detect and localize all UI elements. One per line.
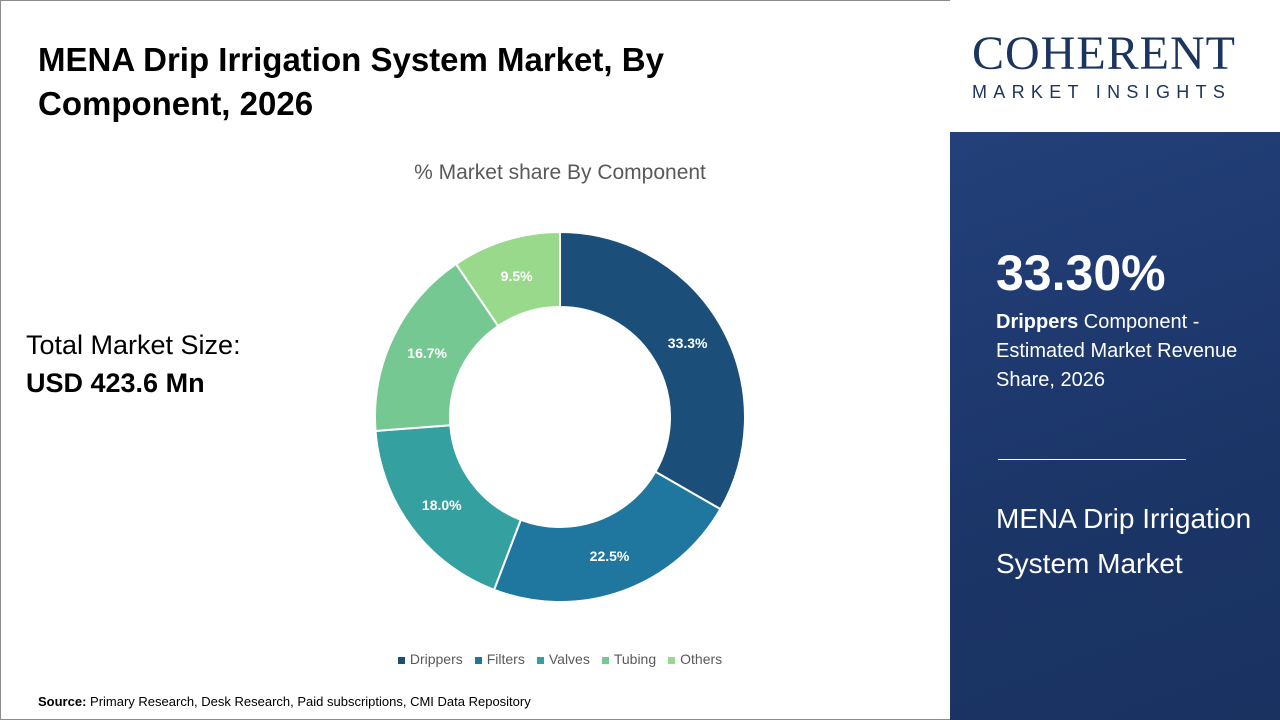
slice-others (454, 230, 561, 328)
legend-label: Drippers (409, 651, 463, 667)
slice-filters (492, 470, 722, 603)
data-label: 18.0% (422, 497, 462, 513)
source-label: Source: (38, 694, 87, 709)
slice-drippers (559, 230, 746, 511)
data-label: 9.5% (501, 268, 533, 284)
legend-label: Others (680, 651, 723, 667)
total-label: Total Market Size: (26, 330, 241, 360)
data-label: 22.5% (590, 548, 630, 564)
highlight-panel: 33.30% Drippers Component - Estimated Ma… (950, 132, 1280, 720)
legend-swatch (536, 656, 544, 664)
data-label: 33.3% (668, 335, 708, 351)
chart-title: % Market share By Component (414, 161, 706, 184)
legend-label: Filters (486, 651, 525, 667)
legend-item: Tubing (601, 651, 657, 667)
highlight-segment: Drippers (996, 311, 1079, 333)
legend-item: Filters (474, 651, 525, 667)
highlight-desc-text: Component - Estimated Market Revenue Sha… (996, 311, 1238, 391)
highlight-description: Drippers Component - Estimated Market Re… (996, 308, 1256, 395)
logo-wordmark: COHERENT (972, 27, 1236, 80)
company-logo: COHERENT MARKET INSIGHTS (950, 0, 1280, 132)
legend-item: Others (668, 651, 722, 667)
legend-swatch (474, 656, 482, 664)
legend-swatch (397, 656, 405, 664)
legend-swatch (668, 656, 676, 664)
source-note: Source: Primary Research, Desk Research,… (38, 694, 531, 710)
data-label: 16.7% (407, 345, 447, 361)
source-text: Primary Research, Desk Research, Paid su… (86, 694, 531, 709)
page-title: MENA Drip Irrigation System Market, By C… (38, 41, 664, 122)
total-value: USD 423.6 Mn (26, 368, 205, 398)
legend-swatch (601, 656, 609, 664)
highlight-percent: 33.30% (996, 245, 1166, 301)
legend-label: Valves (548, 651, 590, 667)
legend-item: Valves (536, 651, 590, 667)
market-name: MENA Drip Irrigation System Market (996, 503, 1252, 579)
legend-label: Tubing (613, 651, 657, 667)
donut-chart: 33.3% 22.5% 18.0% 16.7% 9.5% (374, 230, 746, 603)
chart-legend: Drippers Filters Valves Tubing Others (300, 650, 820, 668)
divider (998, 459, 1186, 460)
logo-tagline: MARKET INSIGHTS (972, 82, 1232, 102)
total-market-size: Total Market Size: USD 423.6 Mn (26, 326, 241, 402)
legend-item: Drippers (397, 651, 463, 667)
